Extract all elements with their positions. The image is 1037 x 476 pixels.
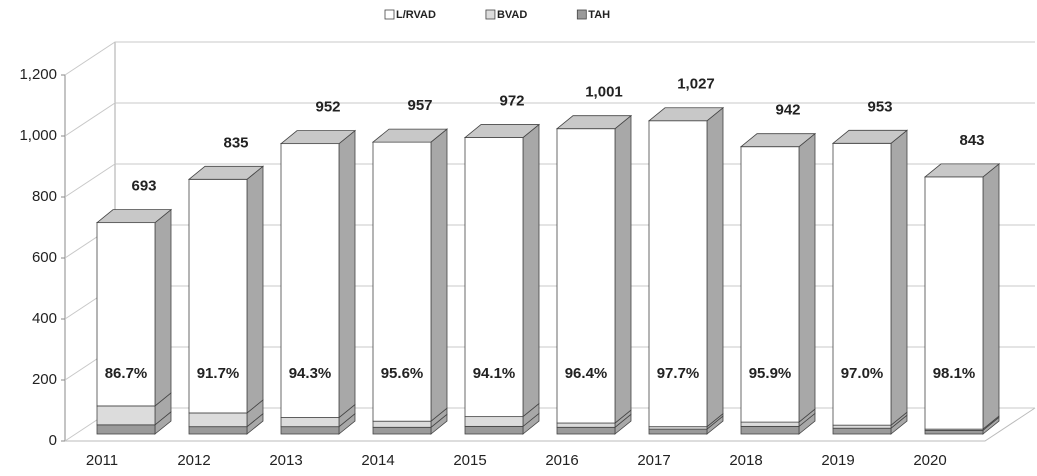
bar-segment	[188, 412, 248, 428]
bar-segment	[832, 142, 892, 426]
bar-segment	[96, 405, 156, 426]
y-tick-label: 1,000	[19, 127, 57, 144]
y-tick-label: 600	[32, 249, 57, 266]
bar-top	[187, 165, 265, 180]
bar-side	[706, 106, 724, 428]
floor	[65, 407, 1036, 442]
bar-segment	[556, 426, 616, 435]
legend-label: L/RVAD	[396, 9, 436, 21]
x-tick-label: 2012	[177, 452, 210, 469]
bar-side	[338, 129, 356, 419]
bar-segment	[372, 420, 432, 428]
bar-segment	[96, 424, 156, 435]
y-tick-label: 1,200	[19, 66, 57, 83]
percent-label: 94.1%	[473, 365, 516, 382]
bar-side	[614, 114, 632, 424]
percent-label: 95.9%	[749, 365, 792, 382]
bar-segment	[280, 417, 340, 428]
total-label: 952	[315, 99, 340, 116]
bar-side	[522, 123, 540, 418]
x-tick-label: 2018	[729, 452, 762, 469]
y-tick-label: 800	[32, 188, 57, 205]
bar-segment	[188, 426, 248, 435]
legend-swatch	[485, 9, 496, 20]
grid-line	[64, 102, 1035, 137]
percent-label: 95.6%	[381, 365, 424, 382]
total-label: 1,001	[585, 84, 623, 101]
bar-segment	[832, 427, 892, 435]
total-label: 693	[131, 178, 156, 195]
total-label: 953	[867, 98, 892, 115]
bar-segment	[740, 146, 800, 423]
total-label: 843	[959, 132, 984, 149]
bar-side	[154, 208, 172, 407]
bar-segment	[280, 426, 340, 435]
percent-label: 97.7%	[657, 365, 700, 382]
x-tick-label: 2014	[361, 452, 394, 469]
y-tick-label: 0	[49, 432, 57, 449]
bar-side	[798, 132, 816, 423]
bar-segment	[832, 424, 892, 429]
bar-segment	[740, 425, 800, 435]
grid-line	[64, 41, 1035, 76]
bar-segment	[464, 425, 524, 435]
bar-side	[982, 163, 1000, 430]
bar-top	[463, 124, 541, 138]
percent-label: 86.7%	[105, 365, 148, 382]
bar-segment	[924, 176, 984, 430]
bar-segment	[924, 429, 984, 435]
percent-label: 91.7%	[197, 365, 240, 382]
bar-segment	[96, 222, 156, 407]
bar-top	[923, 163, 1001, 178]
bar-segment	[464, 137, 524, 418]
x-tick-label: 2011	[86, 452, 118, 469]
bar-side	[890, 129, 908, 426]
x-tick-label: 2013	[269, 452, 302, 469]
legend-swatch	[384, 9, 395, 20]
bar-segment	[556, 422, 616, 428]
bar-top	[739, 133, 817, 148]
bar-segment	[740, 421, 800, 427]
grid-line	[64, 163, 1035, 198]
total-label: 835	[223, 134, 248, 151]
percent-label: 97.0%	[841, 365, 884, 382]
bar-top	[647, 107, 725, 122]
total-label: 972	[499, 93, 524, 110]
y-tick-label: 200	[32, 371, 57, 388]
legend-swatch	[576, 9, 587, 20]
bar-segment	[372, 426, 432, 435]
bar-top	[555, 115, 633, 130]
bar-top	[95, 209, 173, 224]
percent-label: 94.3%	[289, 365, 332, 382]
total-label: 942	[775, 102, 800, 119]
bar-side	[246, 165, 264, 414]
legend-label: TAH	[588, 9, 610, 21]
x-tick-label: 2016	[545, 452, 578, 469]
x-tick-label: 2017	[637, 452, 670, 469]
legend-label: BVAD	[497, 9, 527, 21]
percent-label: 98.1%	[933, 365, 976, 382]
x-tick-label: 2019	[821, 452, 854, 469]
bar-segment	[280, 143, 340, 418]
bar-top	[279, 130, 357, 145]
bar-top	[831, 129, 909, 144]
bar-segment	[648, 428, 708, 435]
percent-label: 96.4%	[565, 365, 608, 382]
bar-top	[371, 128, 449, 143]
bar-segment	[556, 128, 616, 424]
x-tick-label: 2020	[913, 452, 946, 469]
bar-segment	[372, 141, 432, 422]
total-label: 1,027	[677, 76, 715, 93]
total-label: 957	[407, 97, 432, 114]
x-tick-label: 2015	[453, 452, 486, 469]
bar-segment	[648, 120, 708, 428]
y-tick-label: 400	[32, 310, 57, 327]
bar-segment	[188, 178, 248, 414]
bar-segment	[464, 416, 524, 427]
bar-side	[430, 128, 448, 423]
